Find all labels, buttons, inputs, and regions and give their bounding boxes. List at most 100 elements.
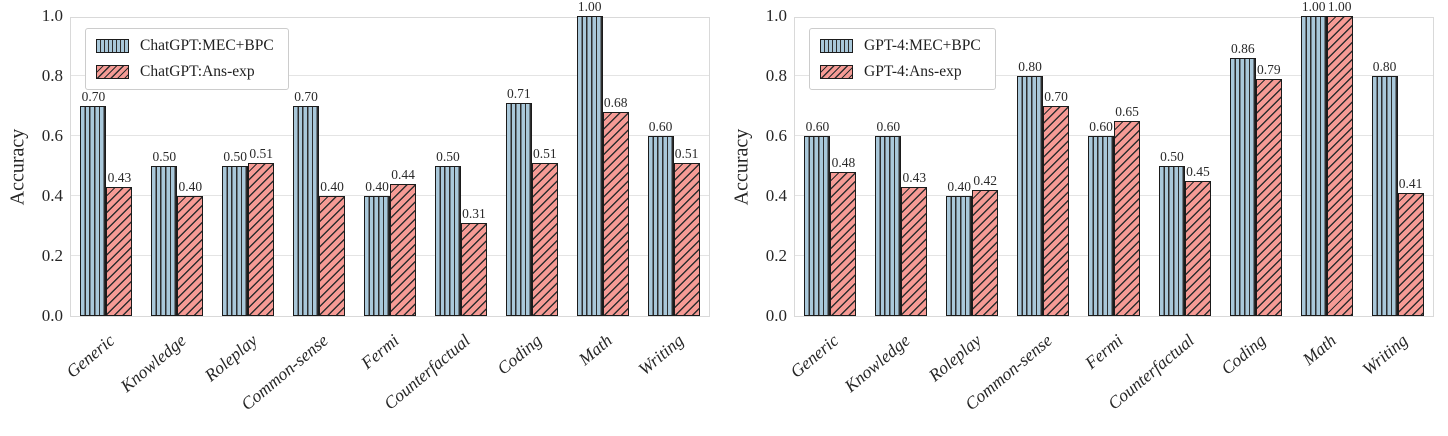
y-tick-label: 0.2 [41,246,63,265]
bar: 0.80 [1371,59,1398,316]
legend-label: GPT-4:MEC+BPC [864,37,981,54]
bar: 0.50 [1158,149,1185,316]
legend-swatch-hatched-vertical [820,39,853,53]
y-tick-label: 0.4 [41,186,63,205]
chart-gpt4: Accuracy 0.0 0.2 0.4 0.6 0.8 1.0 0.60 0.48 0.60 0… [724,0,1448,436]
bar: 0.43 [106,170,133,316]
y-tick-label: 0.6 [765,126,787,145]
bar: 0.60 [804,119,831,316]
bar: 0.70 [293,89,320,316]
bar-value-label: 0.80 [1018,59,1042,74]
bar: 0.40 [364,179,390,316]
legend-swatch-hatched-vertical [96,39,129,53]
bar: 0.44 [390,167,416,316]
y-tick-label: 0.0 [765,306,787,325]
bar-groups: 0.70 0.43 0.50 0.40 0.50 0.51 0.70 0.40 0.40 0.44… [71,0,709,316]
bar-value-label: 0.42 [973,173,998,188]
x-tick-label: Writing [634,330,688,380]
y-tick-label: 0.2 [765,246,787,265]
bar-value-label: 0.45 [1186,164,1210,179]
x-tick-label: Fermi [1081,330,1127,373]
legend: GPT-4:MEC+BPC GPT-4:Ans-exp [809,28,996,90]
bar: 0.86 [1229,41,1256,316]
x-axis-labels: Generic Knowledge Roleplay Common-sense Ferm… [62,320,710,434]
x-tick-label: Roleplay [200,330,261,386]
bar-value-label: 1.00 [1301,0,1326,14]
bar-value-label: 0.70 [294,89,318,104]
bar-value-label: 0.71 [506,86,531,101]
x-axis-labels: Generic Knowledge Roleplay Common-sense Ferm… [786,320,1434,434]
bar: 0.60 [1088,119,1114,316]
legend-entry: ChatGPT:MEC+BPC [96,37,274,55]
bar-value-label: 0.40 [947,179,972,194]
bar: 0.68 [602,95,629,316]
bar: 0.65 [1114,104,1140,316]
y-tick-label: 0.0 [41,306,63,325]
x-tick-label: Fermi [357,330,403,373]
bar-value-label: 1.00 [577,0,602,14]
x-tick-label: Math [1299,330,1341,370]
x-tick-label: Generic [62,330,119,382]
bar-value-label: 0.68 [603,95,628,110]
bar: 0.51 [673,146,700,316]
bar-group: 0.70 0.43 [71,18,142,316]
bar-value-label: 0.40 [178,179,203,194]
bar-value-label: 0.70 [81,89,106,104]
bar-group: 0.40 0.42 [937,18,1008,316]
bar-group: 0.80 0.70 [1008,18,1079,316]
bar-value-label: 0.50 [436,149,460,164]
bar-value-label: 1.00 [1327,0,1352,14]
x-tick-label: Writing [1358,330,1412,380]
legend-entry: GPT-4:MEC+BPC [820,37,981,55]
legend-label: ChatGPT:MEC+BPC [140,37,274,54]
bar: 0.43 [901,170,928,316]
bar-group: 0.60 0.51 [638,18,709,316]
bar: 0.50 [434,149,461,316]
legend-swatch-hatched-diagonal [96,65,129,79]
gridline [71,135,709,136]
x-tick-label: Knowledge [116,330,190,396]
bar: 0.60 [647,119,674,316]
bar-value-label: 0.51 [249,146,274,161]
bar-value-label: 0.31 [462,206,486,221]
bar-value-label: 0.79 [1256,62,1281,77]
bar: 0.79 [1255,62,1282,316]
bar-value-label: 0.60 [1089,119,1113,134]
y-tick-label: 0.8 [41,66,63,85]
bar-value-label: 0.70 [1044,89,1068,104]
bar-value-label: 0.65 [1115,104,1139,119]
plot-area: 0.0 0.2 0.4 0.6 0.8 1.0 0.60 0.48 0.60 0.43 0.40 0.… [766,0,1434,325]
bar: 0.31 [460,206,487,316]
bar-value-label: 0.50 [152,149,177,164]
bar-group: 0.60 0.43 [866,18,937,316]
bar: 1.00 [1300,0,1327,316]
bar-value-label: 0.50 [223,149,248,164]
bar-value-label: 0.43 [902,170,927,185]
y-tick-label: 1.0 [41,6,63,25]
bar: 0.50 [151,149,178,316]
y-tick-label: 0.4 [765,186,787,205]
bar-value-label: 0.43 [107,170,132,185]
bar: 0.41 [1397,176,1424,316]
bar: 1.00 [576,0,603,316]
bar: 0.80 [1017,59,1044,316]
bar-group: 0.86 0.79 [1220,18,1291,316]
bar-value-label: 0.40 [320,179,344,194]
bar-group: 0.50 0.51 [213,18,284,316]
legend-entry: ChatGPT:Ans-exp [96,63,274,81]
bar: 0.45 [1184,164,1211,316]
gridline [795,75,1433,76]
bar-value-label: 0.51 [532,146,557,161]
bar: 0.40 [177,179,204,316]
bar-group: 0.50 0.45 [1149,18,1220,316]
x-tick-label: Knowledge [840,330,914,396]
gridline [71,75,709,76]
y-tick-label: 0.8 [765,66,787,85]
bar: 0.40 [946,179,973,316]
bar: 0.71 [505,86,532,316]
bar-group: 0.60 0.65 [1079,18,1150,316]
bar: 0.70 [1043,89,1070,316]
bar-value-label: 0.48 [831,155,856,170]
chart-chatgpt: Accuracy 0.0 0.2 0.4 0.6 0.8 1.0 0.70 0.43 0.50 0… [7,0,710,434]
